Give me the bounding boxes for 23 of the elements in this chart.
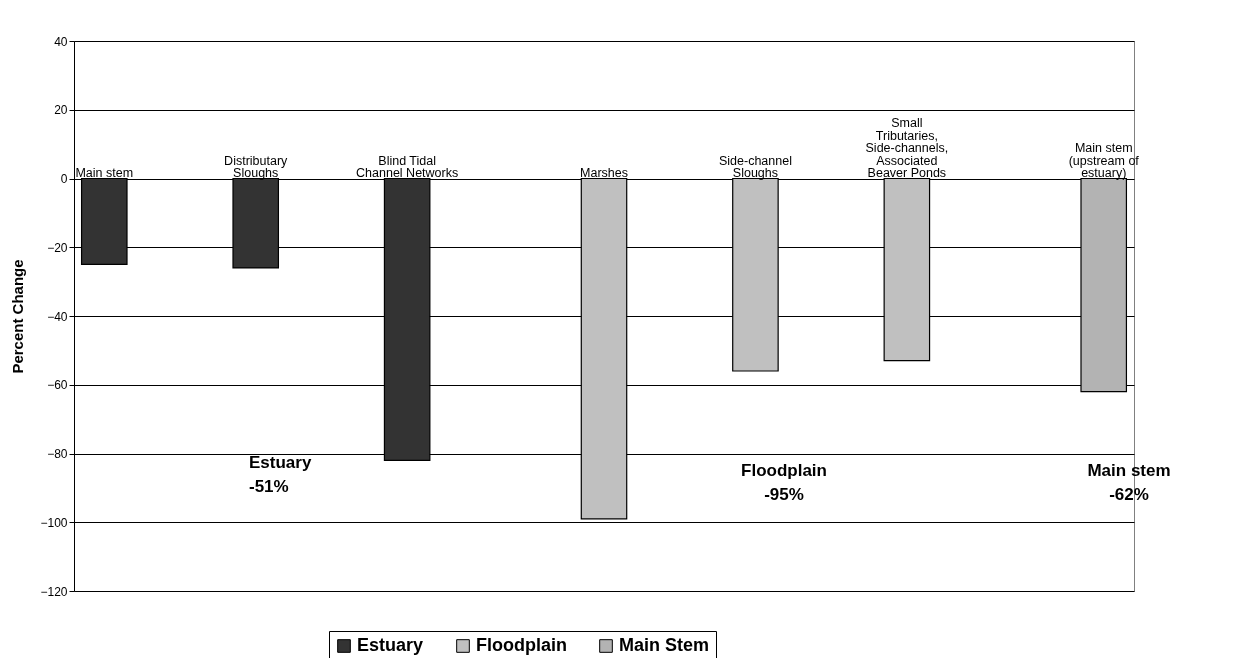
x-tick-label: Main stem (upstream of estuary) <box>1068 141 1140 180</box>
x-tick-label: Small Tributaries, Side-channels, Associated Beaver Ponds <box>865 116 949 180</box>
y-tick-label: 40 <box>54 34 68 49</box>
x-tick-label: Blind Tidal Channel Networks <box>356 153 459 180</box>
y-axis-title: Percent Change <box>9 259 27 374</box>
x-tick-label: Distributary Sloughs <box>224 153 289 180</box>
x-tick-label: Side-channel Sloughs <box>718 153 792 180</box>
annotation: Estuary -51% <box>249 453 312 496</box>
legend-label: Main Stem <box>619 635 710 655</box>
y-tick-label: 20 <box>54 103 68 118</box>
y-tick-label: 0 <box>60 172 68 186</box>
y-tick-label: −20 <box>47 240 68 255</box>
x-tick-label: Main stem <box>75 166 134 180</box>
legend-label: Floodplain <box>476 635 567 655</box>
y-tick-label: −100 <box>40 515 68 530</box>
y-tick-label: −60 <box>47 378 68 393</box>
annotation: Floodplain -95% <box>741 461 827 504</box>
annotation: Main stem -62% <box>1087 461 1171 504</box>
y-tick-label: −40 <box>47 309 68 324</box>
x-tick-label: Marshes <box>580 166 628 180</box>
y-tick-label: −80 <box>47 447 68 461</box>
y-tick-label: −120 <box>40 584 68 599</box>
legend-label: Estuary <box>357 635 424 655</box>
